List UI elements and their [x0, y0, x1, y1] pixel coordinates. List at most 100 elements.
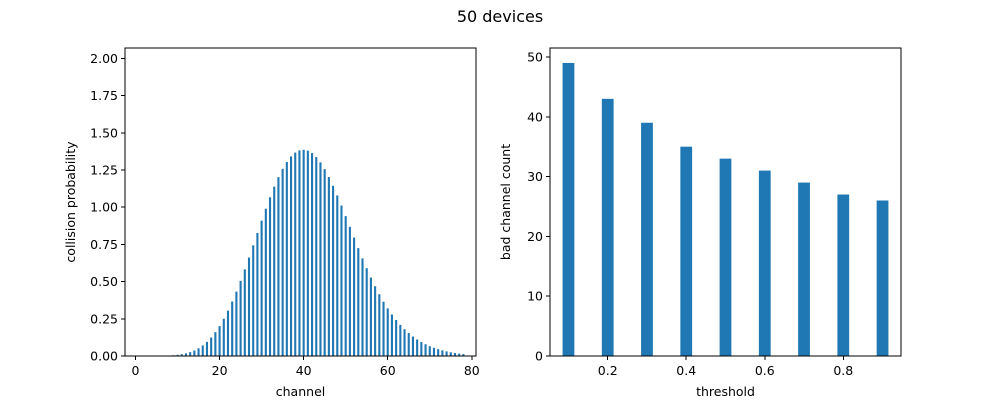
collision-bar	[311, 153, 314, 356]
collision-bar	[252, 245, 255, 356]
y-tick-label: 20	[527, 229, 543, 244]
collision-bar	[302, 149, 305, 356]
y-tick-label: 1.25	[90, 163, 118, 178]
x-tick-label: 0	[132, 363, 140, 378]
collision-bar	[344, 216, 347, 356]
collision-bar	[340, 205, 343, 356]
collision-bar	[189, 352, 192, 356]
collision-bar	[390, 314, 393, 356]
left-plot-frame	[124, 47, 477, 357]
x-tick-label: 0.8	[833, 363, 853, 378]
collision-bar	[441, 350, 444, 356]
right-y-axis-label: bad channel count	[498, 144, 513, 260]
y-tick-label: 0.25	[90, 311, 118, 326]
x-tick-label: 20	[212, 363, 228, 378]
left-x-axis-label: channel	[276, 384, 325, 399]
collision-bar	[243, 269, 246, 356]
y-tick-label: 40	[527, 109, 543, 124]
right-x-axis-label: threshold	[696, 384, 755, 399]
collision-bar	[403, 329, 406, 356]
left-y-axis-label: collision probability	[63, 141, 78, 263]
collision-bar	[323, 169, 326, 356]
collision-bar	[210, 337, 213, 356]
collision-bar	[374, 286, 377, 356]
collision-probability-chart: 0 20 40 60 80 0.00 0.25 0.50 0.75 1.00 1.25 1.50 1.…	[63, 47, 480, 399]
y-tick-label: 0.50	[90, 274, 118, 289]
collision-bar	[348, 226, 351, 356]
collision-bar	[353, 237, 356, 356]
bad-channel-bar	[641, 122, 653, 356]
collision-bar	[420, 342, 423, 356]
collision-bar	[336, 195, 339, 356]
collision-bar	[357, 248, 360, 356]
collision-bar	[453, 353, 457, 356]
collision-bar	[407, 333, 410, 356]
collision-bar	[218, 326, 221, 356]
collision-bar	[437, 349, 440, 356]
collision-bar	[361, 258, 364, 356]
collision-bar	[365, 268, 368, 356]
collision-bar	[268, 197, 272, 356]
figure-title: 50 devices	[457, 7, 543, 26]
collision-bar	[247, 257, 251, 356]
bad-channel-bar	[758, 170, 771, 356]
collision-bar	[458, 353, 461, 356]
collision-bars	[155, 149, 465, 356]
x-tick-label: 60	[380, 363, 396, 378]
collision-bar	[201, 345, 204, 356]
bad-channel-bar	[562, 62, 575, 357]
collision-bar	[184, 353, 188, 356]
right-plot-frame	[549, 47, 902, 357]
collision-bar	[264, 208, 267, 356]
bad-channel-bar	[601, 98, 614, 356]
x-tick-label: 0.2	[598, 363, 618, 378]
collision-bar	[260, 220, 263, 356]
collision-bar	[226, 310, 230, 356]
collision-bar	[319, 162, 322, 356]
x-tick-label: 0.4	[676, 363, 696, 378]
collision-bar	[193, 350, 196, 356]
collision-bar	[180, 354, 183, 356]
collision-bar	[445, 351, 448, 356]
collision-bar	[416, 339, 419, 356]
collision-bar	[298, 150, 301, 356]
y-tick-label: 0.75	[90, 237, 118, 252]
collision-bar	[256, 232, 259, 356]
y-tick-label: 2.00	[90, 51, 118, 66]
collision-bar	[289, 156, 293, 356]
right-y-ticks: 0 10 20 30 40 50	[527, 49, 550, 364]
collision-bar	[281, 168, 284, 356]
collision-bar	[462, 354, 465, 356]
y-tick-label: 1.50	[90, 125, 118, 140]
bad-channel-bar	[837, 194, 850, 356]
y-tick-label: 0	[535, 349, 543, 364]
bad-channel-count-chart: 0.2 0.4 0.6 0.8 0 10 20 30 40 50 threshold bad c…	[498, 47, 902, 399]
collision-bar	[197, 348, 200, 356]
collision-bar	[399, 324, 402, 356]
bad-channel-bars	[562, 62, 889, 357]
collision-bar	[273, 186, 276, 356]
x-tick-label: 40	[296, 363, 312, 378]
collision-bar	[205, 341, 209, 356]
collision-bar	[378, 294, 381, 356]
collision-bar	[176, 354, 179, 356]
collision-bar	[332, 185, 335, 356]
y-tick-label: 0.00	[90, 349, 118, 364]
y-tick-label: 50	[527, 49, 543, 64]
left-x-ticks: 0 20 40 60 80	[132, 356, 480, 378]
collision-bar	[294, 152, 297, 356]
collision-bar	[369, 277, 372, 356]
y-tick-label: 30	[527, 169, 543, 184]
collision-bar	[386, 308, 389, 356]
collision-bar	[428, 346, 431, 356]
collision-bar	[315, 157, 318, 356]
left-y-ticks: 0.00 0.25 0.50 0.75 1.00 1.25 1.50 1.75 2.00	[90, 51, 125, 364]
collision-bar	[277, 177, 280, 356]
collision-bar	[306, 150, 309, 356]
collision-bar	[382, 301, 385, 356]
collision-bar	[424, 344, 427, 356]
x-tick-label: 0.6	[755, 363, 775, 378]
bad-channel-bar	[876, 200, 889, 356]
collision-bar	[222, 318, 225, 356]
